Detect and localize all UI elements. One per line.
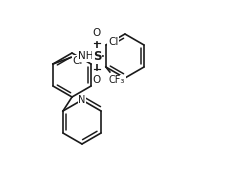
Text: O: O <box>93 28 101 38</box>
Text: O: O <box>93 75 101 85</box>
Text: CF₃: CF₃ <box>109 75 125 85</box>
Text: NH: NH <box>78 51 93 61</box>
Text: Cl: Cl <box>108 37 118 47</box>
Text: S: S <box>93 50 101 62</box>
Text: N: N <box>78 95 86 105</box>
Text: Cl: Cl <box>73 56 83 66</box>
